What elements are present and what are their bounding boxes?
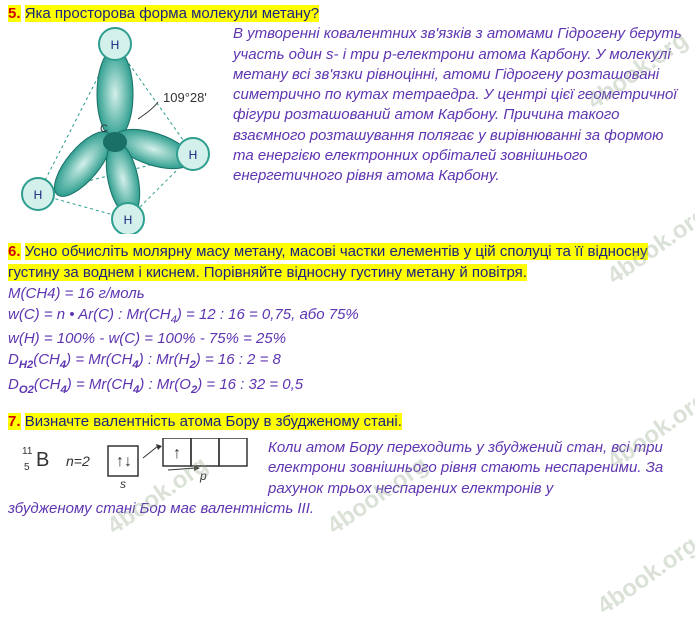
formula-do2: DO2(CH4) = Mr(CH4) : Mr(O2) = 16 : 32 = … [8,375,687,398]
text: ) = 12 : 16 = 0,75, або 75% [177,306,359,323]
q7-explanation-part1: Коли атом Бору переходить у збуджений ст… [268,438,687,499]
svg-text:C: C [100,123,108,135]
question-5: 5. Яка просторова форма молекули метану? [8,4,687,234]
svg-text:H: H [34,188,43,202]
text: ) : Mr(O [139,376,191,393]
svg-text:B: B [36,449,49,471]
q6-number: 6. [8,243,21,260]
formula-dh2: DH2(CH4) = Mr(CH4) : Mr(H2) = 16 : 2 = 8 [8,350,687,373]
text: ) = Mr(CH [66,351,132,368]
svg-text:H: H [189,148,198,162]
formula-molar-mass: M(CH4) = 16 г/моль [8,284,687,304]
q5-title-line: 5. Яка просторова форма молекули метану? [8,4,687,24]
text: ) : Mr(H [139,351,190,368]
svg-text:p: p [199,469,207,483]
question-6: 6. Усно обчисліть молярну масу метану, м… [8,242,687,398]
q5-explanation: В утворенні ковалентних зв'язків з атома… [233,24,687,186]
q7-title-line: 7. Визначте валентність атома Бору в збу… [8,412,687,432]
q7-explanation-part2: збудженому стані Бор має валентність III… [8,499,687,519]
q5-number: 5. [8,5,21,22]
svg-text:H: H [111,38,120,52]
q6-calculations: M(CH4) = 16 г/моль w(C) = n • Ar(C) : Mr… [8,284,687,398]
text: ) = 16 : 2 = 8 [196,351,281,368]
text: D [8,376,19,393]
q7-number: 7. [8,413,21,430]
svg-text:↑↓: ↑↓ [116,453,132,470]
text: (CH [33,351,60,368]
svg-text:11: 11 [22,446,33,457]
svg-text:H: H [124,213,133,227]
q6-title: Усно обчисліть молярну масу метану, масо… [8,243,648,280]
q5-title: Яка просторова форма молекули метану? [25,5,319,22]
formula-wh: w(H) = 100% - w(C) = 100% - 75% = 25% [8,329,687,349]
text: (CH [34,376,61,393]
text: w(C) = n • Ar(C) : Mr(CH [8,306,171,323]
text: ) = 16 : 32 = 0,5 [197,376,303,393]
methane-molecule-diagram: H H H H C 109°28' [8,24,223,234]
q7-title: Визначте валентність атома Бору в збудже… [25,413,402,430]
text: ) = Mr(CH [67,376,133,393]
svg-text:↑: ↑ [173,445,181,462]
question-7: 7. Визначте валентність атома Бору в збу… [8,412,687,519]
svg-text:5: 5 [24,462,30,473]
watermark: 4book.org [591,530,695,623]
subscript: O2 [19,384,34,396]
svg-text:n=2: n=2 [66,453,90,469]
formula-wc: w(C) = n • Ar(C) : Mr(CH4) = 12 : 16 = 0… [8,305,687,328]
subscript: H2 [19,359,33,371]
boron-electron-diagram: 11 5 B n=2 ↑↓ s ↑ p [8,438,258,498]
svg-text:s: s [120,477,126,491]
text: D [8,351,19,368]
angle-label: 109°28' [163,90,207,105]
q6-title-line: 6. Усно обчисліть молярну масу метану, м… [8,242,687,283]
